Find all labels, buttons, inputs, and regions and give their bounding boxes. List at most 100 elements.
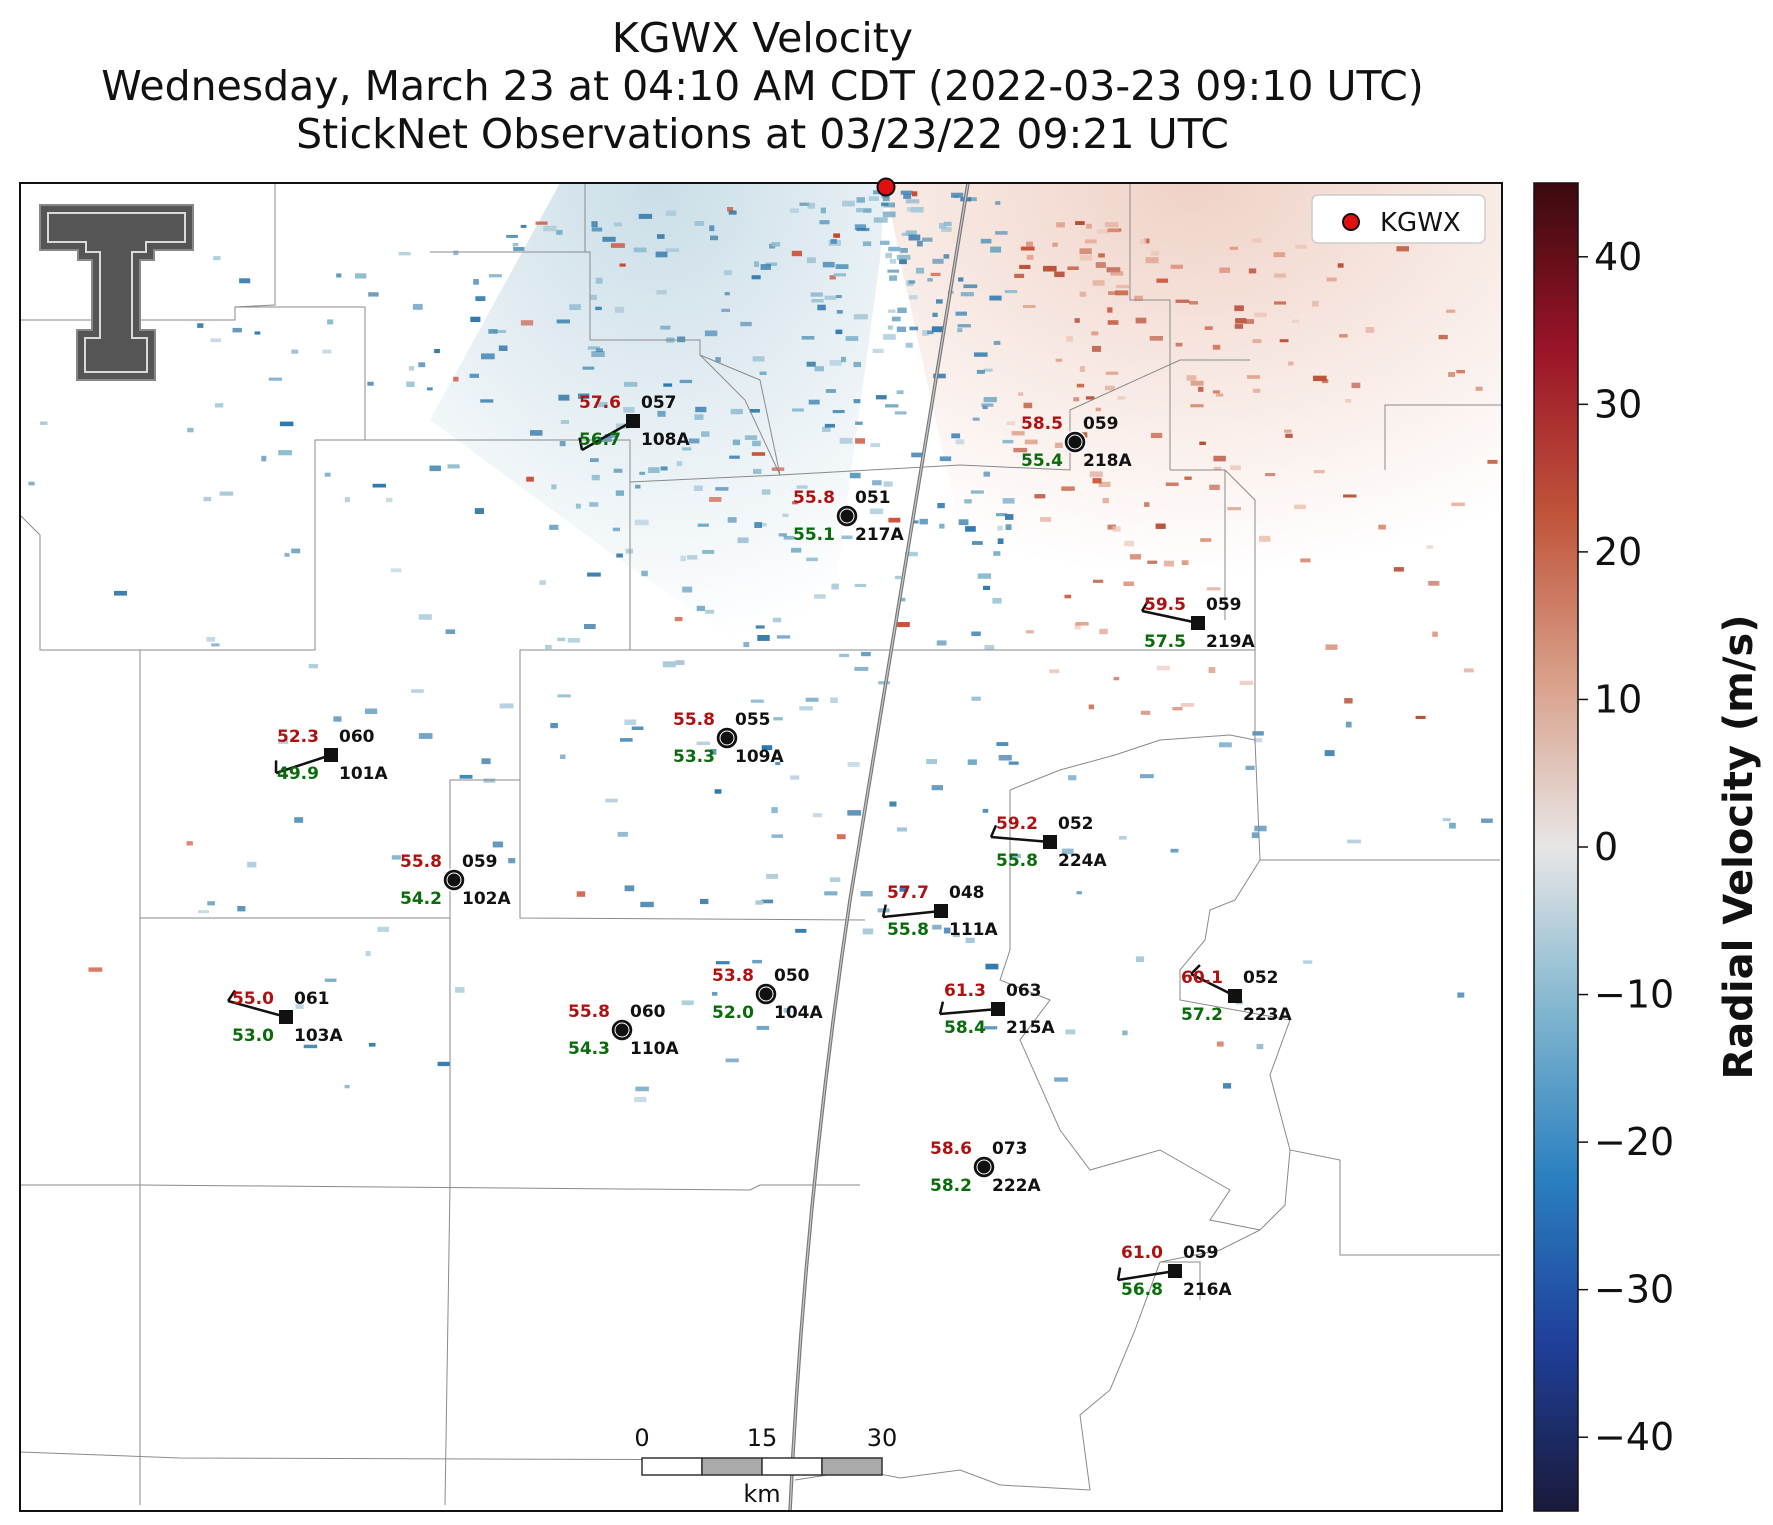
velocity-gate [327,319,334,325]
station-108A[interactable]: 57.6 057 56.7 108A [578,393,690,452]
velocity-gate [727,517,737,523]
station-temperature: 60.1 [1181,968,1223,988]
velocity-gate [970,490,984,494]
velocity-gate [835,329,843,335]
velocity-gate [1122,1030,1128,1036]
colorbar-tick-label: −10 [1594,973,1674,1017]
station-218A[interactable]: 58.5 059 55.4 218A [1021,414,1132,471]
station-id: 101A [339,764,388,784]
scale-segment-2 [701,1457,763,1476]
station-111A[interactable]: 57.7 048 55.8 111A [881,883,998,940]
velocity-gate [557,637,566,642]
velocity-gate [1300,558,1311,563]
velocity-gate [789,208,799,213]
velocity-gate [677,336,686,343]
velocity-gate [1285,433,1293,438]
station-216A[interactable]: 61.0 059 56.8 216A [1116,1243,1232,1300]
velocity-gate [1239,680,1254,685]
velocity-gate [839,653,850,658]
velocity-gate [429,465,441,472]
station-marker-square [1168,1264,1182,1278]
station-217A[interactable]: 55.8 051 55.1 217A [793,488,904,545]
velocity-gate [792,408,804,412]
velocity-gate [1074,318,1080,323]
station-wind-direction: 055 [735,710,771,730]
station-marker-square [1043,835,1057,849]
velocity-gate [291,349,299,354]
velocity-gate [908,234,921,241]
velocity-gate [1151,250,1160,256]
velocity-gate [984,644,995,651]
velocity-gate [863,208,872,213]
velocity-gate [882,196,890,202]
velocity-gate [1089,471,1103,478]
velocity-gate [1107,524,1116,530]
texas-tech-logo: TT [39,204,194,381]
velocity-gate [1345,721,1352,728]
velocity-gate [1252,731,1264,736]
velocity-gate [740,321,752,327]
velocity-gate [657,234,665,239]
velocity-gate [1204,326,1213,330]
velocity-gate [889,801,897,807]
velocity-gate [445,629,456,634]
station-109A[interactable]: 55.8 055 53.3 109A [673,710,784,767]
velocity-gate [1076,891,1082,895]
station-219A[interactable]: 59.5 059 57.5 219A [1140,595,1255,652]
station-110A[interactable]: 55.8 060 54.3 110A [568,1002,679,1059]
velocity-gate [1155,523,1166,529]
velocity-gate [759,371,767,375]
velocity-gate [1254,312,1267,318]
velocity-gate [791,250,802,257]
station-104A[interactable]: 53.8 050 52.0 104A [712,966,823,1023]
scale-tick-0: 0 [634,1424,649,1452]
velocity-gate [753,468,762,474]
velocity-gate [558,394,570,401]
velocity-gate [308,664,318,669]
station-222A[interactable]: 58.6 073 58.2 222A [930,1139,1041,1196]
velocity-gate [1150,432,1163,438]
station-102A[interactable]: 55.8 059 54.2 102A [400,852,511,909]
velocity-gate [749,409,760,413]
velocity-gate [488,329,498,334]
velocity-gate [1023,305,1036,308]
velocity-gate [936,640,947,646]
velocity-gate [911,191,918,197]
station-marker-square [991,1002,1005,1016]
station-dewpoint: 53.0 [232,1026,274,1046]
station-wind-direction: 057 [641,393,677,413]
velocity-gate [1093,579,1104,583]
velocity-gate [971,631,981,636]
velocity-gate [883,334,896,340]
station-215A[interactable]: 61.3 063 58.4 215A [938,981,1055,1038]
velocity-gate [1034,494,1046,499]
velocity-gate [983,397,997,403]
station-id: 222A [992,1176,1041,1196]
station-223A[interactable]: 60.1 052 57.2 223A [1181,964,1292,1025]
velocity-gate [983,368,993,372]
station-id: 109A [735,747,784,767]
station-101A[interactable]: 52.3 060 49.9 101A [274,727,388,784]
velocity-gate [842,200,855,207]
velocity-gate [1321,379,1329,384]
velocity-gate [535,221,548,225]
velocity-gate [922,237,933,242]
velocity-gate [391,855,401,860]
velocity-gate [894,575,902,580]
velocity-gate [1040,517,1052,522]
velocity-gate [215,403,224,408]
velocity-gate [704,330,718,337]
station-id: 102A [462,889,511,909]
velocity-gate [660,325,671,330]
velocity-gate [295,1004,304,1009]
velocity-gate [1294,504,1306,510]
velocity-gate [1018,392,1024,396]
station-id: 218A [1083,451,1132,471]
station-103A[interactable]: 55.0 061 53.0 103A [226,989,343,1046]
wind-barb [227,999,287,1019]
velocity-gate [1055,358,1063,362]
station-224A[interactable]: 59.2 052 55.8 224A [989,814,1107,871]
title-line-3: StickNet Observations at 03/23/22 09:21 … [296,110,1229,158]
velocity-gate [355,273,367,279]
velocity-gate [832,410,845,414]
